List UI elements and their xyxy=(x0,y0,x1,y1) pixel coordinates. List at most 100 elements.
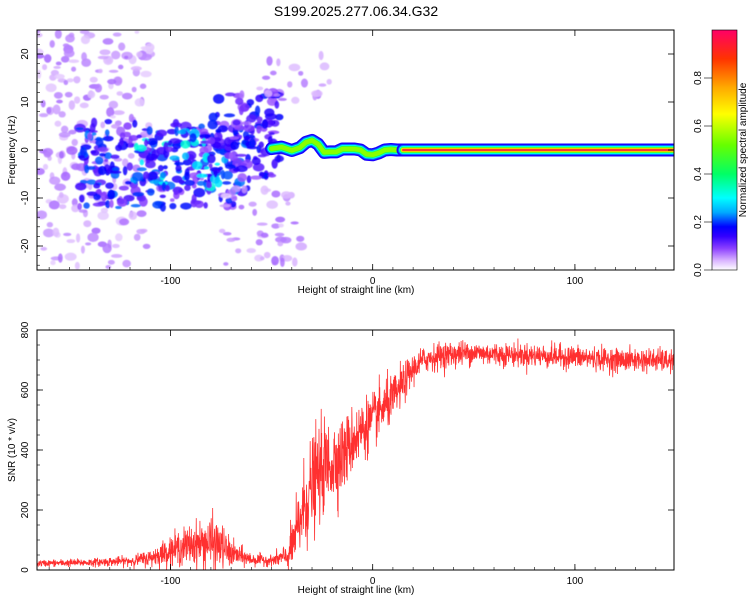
spectrogram-speckle xyxy=(128,211,138,220)
spectrogram-speckle xyxy=(75,233,81,243)
spectrogram-speckle xyxy=(42,64,48,71)
spectrogram-speckle xyxy=(133,233,141,241)
spectrogram-speckle xyxy=(235,97,244,105)
spectrogram-speckle xyxy=(128,134,139,141)
spectrogram-speckle xyxy=(60,171,71,181)
spectrogram-speckle xyxy=(58,151,64,159)
spectrogram-speckle xyxy=(71,66,77,72)
spectrogram-speckle xyxy=(182,159,192,166)
spectrogram-speckle xyxy=(196,180,206,186)
spectrogram-speckle xyxy=(121,51,133,60)
spectrogram-speckle xyxy=(99,152,106,157)
spectrogram-speckle xyxy=(287,81,293,88)
spectrogram-speckle xyxy=(115,205,122,210)
spectrogram-speckle xyxy=(300,78,308,88)
spectrogram-speckle xyxy=(131,171,144,182)
spectrogram-speckle xyxy=(266,56,273,66)
spectrogram-speckle xyxy=(94,156,104,165)
spectrogram-speckle xyxy=(184,184,191,191)
spectrogram-speckle xyxy=(110,154,120,160)
spectrogram-speckle xyxy=(235,248,242,254)
spectrogram-speckle xyxy=(271,190,281,198)
spectrogram-speckle xyxy=(52,227,60,237)
spectrogram-speckle xyxy=(124,180,132,185)
spectrogram-speckle xyxy=(258,141,264,149)
spectrogram-speckle xyxy=(196,173,208,178)
spectrogram-speckle xyxy=(66,78,74,83)
spectrogram-speckle xyxy=(144,138,149,147)
spectrogram-speckle xyxy=(115,233,123,242)
spectrogram-speckle xyxy=(110,115,116,119)
spectrogram-speckle xyxy=(37,53,45,59)
spectrogram-speckle xyxy=(113,76,123,86)
spectrogram-speckle xyxy=(271,223,281,229)
spectrogram-speckle xyxy=(78,209,88,213)
spectrogram-speckle xyxy=(37,168,45,176)
spectrogram-speckle xyxy=(291,96,300,104)
spectrogram-speckle xyxy=(264,90,273,98)
spectrogram-speckle xyxy=(112,32,122,37)
spectrogram-speckle xyxy=(136,228,146,235)
spectrogram-speckle xyxy=(103,152,113,160)
snr-x-axis-label: Height of straight line (km) xyxy=(298,585,415,596)
spectrogram-speckle xyxy=(87,132,93,141)
spectrogram-speckle xyxy=(170,122,182,128)
spectrogram-speckle xyxy=(100,207,109,214)
spectrogram-speckle xyxy=(232,119,241,126)
spectrogram-speckle xyxy=(37,30,41,34)
spectrogram-speckle xyxy=(222,231,232,236)
spectrogram-speckle xyxy=(68,129,77,135)
spectrogram-speckle xyxy=(206,181,213,189)
spectrogram-speckle xyxy=(274,232,285,237)
spectrogram-y-tick-label: -10 xyxy=(20,190,31,205)
spectrogram-speckle xyxy=(276,58,281,67)
spectrogram-speckle xyxy=(255,94,264,103)
spectrogram-speckle xyxy=(213,93,225,104)
spectrogram-speckle xyxy=(66,146,78,155)
spectrogram-speckle xyxy=(68,100,76,110)
spectrogram-speckle xyxy=(157,165,164,172)
spectrogram-speckle xyxy=(105,182,115,189)
spectrogram-speckle xyxy=(77,155,86,159)
spectrogram-speckle xyxy=(91,227,101,234)
spectrogram-speckle xyxy=(252,162,265,172)
spectrogram-speckle xyxy=(269,70,277,76)
spectrogram-speckle xyxy=(169,155,180,161)
spectrogram-speckle xyxy=(100,121,106,129)
snr-y-tick-label: 400 xyxy=(20,441,31,458)
spectrogram-speckle xyxy=(79,30,90,34)
snr-x-ticks: -100 0 100 xyxy=(48,330,657,587)
spectrogram-speckle xyxy=(277,241,284,247)
spectrogram-speckle xyxy=(318,50,324,61)
spectrogram-speckle xyxy=(259,256,265,261)
spectrogram-speckle xyxy=(124,55,129,59)
snr-y-tick-label: 600 xyxy=(20,381,31,398)
spectrogram-speckle xyxy=(64,91,73,98)
spectrogram-speckle xyxy=(97,211,109,221)
spectrogram-speckle xyxy=(268,131,275,136)
spectrogram-speckle xyxy=(102,135,114,142)
spectrogram-speckle xyxy=(102,38,114,45)
spectrogram-speckle xyxy=(232,158,243,168)
spectrogram-speckle xyxy=(252,208,258,216)
spectrogram-speckle xyxy=(295,242,307,251)
spectrogram-speckle xyxy=(94,137,107,141)
spectrogram-speckle xyxy=(37,210,47,220)
spectrogram-speckle xyxy=(225,92,236,97)
spectrogram-speckle xyxy=(140,46,153,50)
spectrogram-speckle xyxy=(60,125,69,134)
spectrogram-speckle xyxy=(139,159,145,166)
spectrogram-speckle xyxy=(126,162,134,171)
snr-x-tick-label: 100 xyxy=(567,576,584,587)
spectrogram-speckle xyxy=(267,173,277,178)
spectrogram-speckle xyxy=(57,253,63,263)
spectrogram-speckle xyxy=(238,204,245,210)
spectrogram-speckle xyxy=(246,175,252,184)
spectrogram-speckle xyxy=(111,167,119,172)
spectrogram-y-tick-label: 20 xyxy=(20,48,31,60)
spectrogram-speckle xyxy=(235,165,248,173)
snr-y-tick-label: 0 xyxy=(20,567,31,573)
spectrogram-speckle xyxy=(203,202,208,209)
spectrogram-speckle xyxy=(189,133,197,143)
spectrogram-x-axis-label: Height of straight line (km) xyxy=(298,285,415,296)
